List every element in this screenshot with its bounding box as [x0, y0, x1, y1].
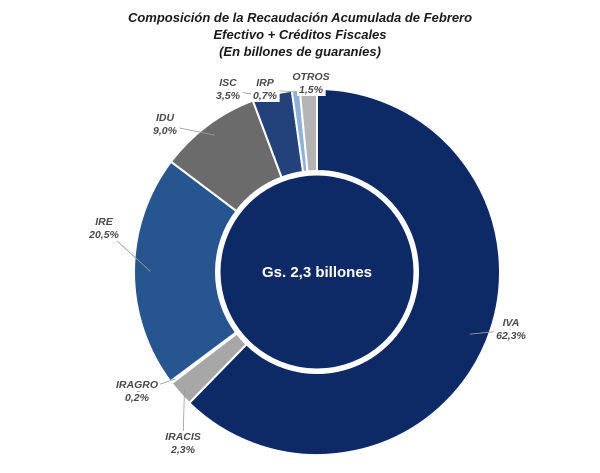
slice-ire	[133, 160, 238, 383]
donut-center	[217, 172, 417, 372]
label-background	[93, 216, 116, 228]
chart-subtitle: Efectivo + Créditos Fiscales	[213, 27, 386, 42]
label-background	[214, 90, 243, 102]
slice-value-iracis: 2,3%	[170, 444, 196, 456]
label-background	[153, 112, 177, 124]
label-background	[290, 71, 332, 83]
slice-name-iragro: IRAGRO	[116, 379, 158, 391]
label-background	[494, 330, 529, 342]
slices-group	[133, 87, 501, 456]
label-background	[123, 392, 152, 404]
slice-name-iva: IVA	[503, 317, 520, 329]
label-background	[500, 317, 522, 329]
label-background	[254, 77, 277, 89]
center-total-label: Gs. 2,3 billones	[262, 264, 372, 281]
label-background	[297, 84, 326, 96]
label-background	[114, 379, 160, 391]
slice-value-iragro: 0,2%	[125, 392, 150, 404]
chart-title: Composición de la Recaudación Acumulada …	[128, 10, 472, 25]
slice-name-ire: IRE	[95, 216, 114, 228]
label-background	[86, 229, 122, 241]
slice-name-irp: IRP	[256, 77, 275, 89]
slice-name-iracis: IRACIS	[165, 431, 201, 443]
label-background	[163, 431, 203, 443]
chart-unit-note: (En billones de guaraníes)	[219, 44, 381, 59]
slice-value-iva: 62,3%	[496, 330, 526, 342]
slice-value-irp: 0,7%	[253, 90, 278, 102]
slice-value-idu: 9,0%	[153, 125, 178, 137]
label-background	[168, 444, 198, 456]
slice-value-isc: 3,5%	[216, 90, 241, 102]
label-background	[251, 90, 280, 102]
label-background	[217, 77, 240, 89]
slice-name-isc: ISC	[219, 77, 237, 89]
label-background	[151, 125, 180, 137]
slice-value-ire: 20,5%	[88, 229, 119, 241]
slice-value-otros: 1,5%	[299, 84, 324, 96]
slice-iva	[187, 87, 501, 456]
slice-name-otros: OTROS	[292, 71, 329, 83]
slice-name-idu: IDU	[156, 112, 175, 124]
